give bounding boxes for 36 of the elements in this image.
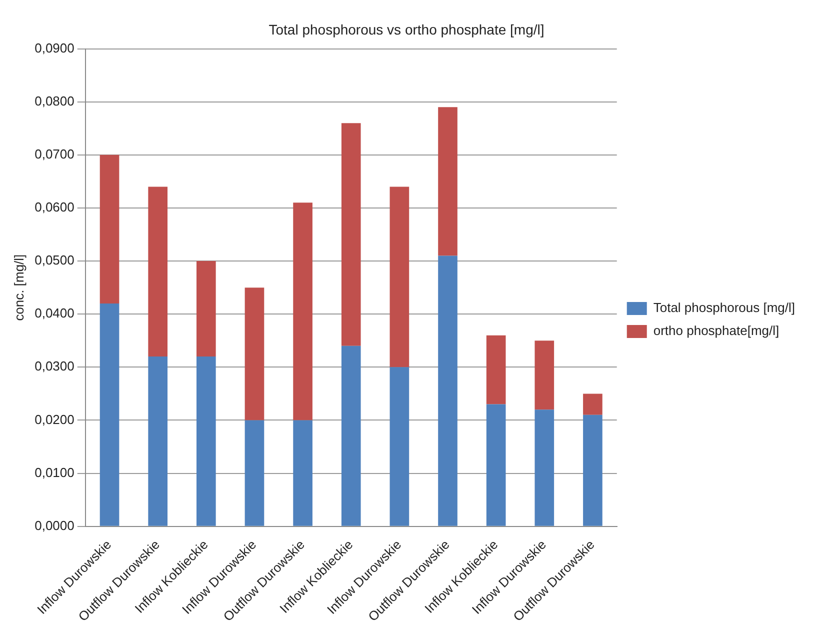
bar	[486, 404, 506, 526]
bar	[196, 356, 216, 526]
bar	[244, 420, 264, 526]
y-tick-label: 0,0000	[34, 518, 74, 533]
bar	[438, 107, 458, 256]
legend-label: Total phosphorous [mg/l]	[653, 300, 796, 316]
bar	[196, 261, 216, 357]
chart-title: Total phosphorous vs ortho phosphate [mg/l]	[268, 21, 544, 38]
y-tick-label: 0,0300	[34, 358, 74, 374]
bar	[100, 303, 120, 526]
bar	[341, 346, 361, 526]
bar	[583, 394, 602, 415]
y-tick-label: 0,0400	[34, 306, 74, 321]
bar	[100, 154, 120, 304]
bar	[244, 288, 264, 420]
bar	[583, 414, 602, 526]
y-tick-label: 0,0500	[34, 252, 74, 268]
bar	[390, 186, 410, 368]
bar	[148, 356, 168, 526]
y-tick-label: 0,0800	[34, 93, 74, 108]
bar	[148, 186, 168, 357]
y-tick-label: 0,0100	[34, 464, 74, 480]
y-tick-label: 0,0700	[34, 146, 74, 162]
bar	[486, 335, 506, 404]
bar	[293, 202, 312, 420]
y-tick-label: 0,0600	[34, 200, 74, 215]
bar	[341, 123, 361, 346]
bar	[438, 256, 458, 526]
y-tick-label: 0,0900	[34, 40, 74, 56]
y-tick-label: 0,0200	[34, 412, 74, 427]
legend-label: ortho phosphate[mg/l]	[653, 323, 780, 338]
bar	[390, 367, 410, 526]
bar	[293, 420, 312, 526]
bar	[534, 410, 554, 526]
y-axis-title: conc. [mg/l]	[11, 254, 26, 321]
bar	[534, 340, 554, 410]
